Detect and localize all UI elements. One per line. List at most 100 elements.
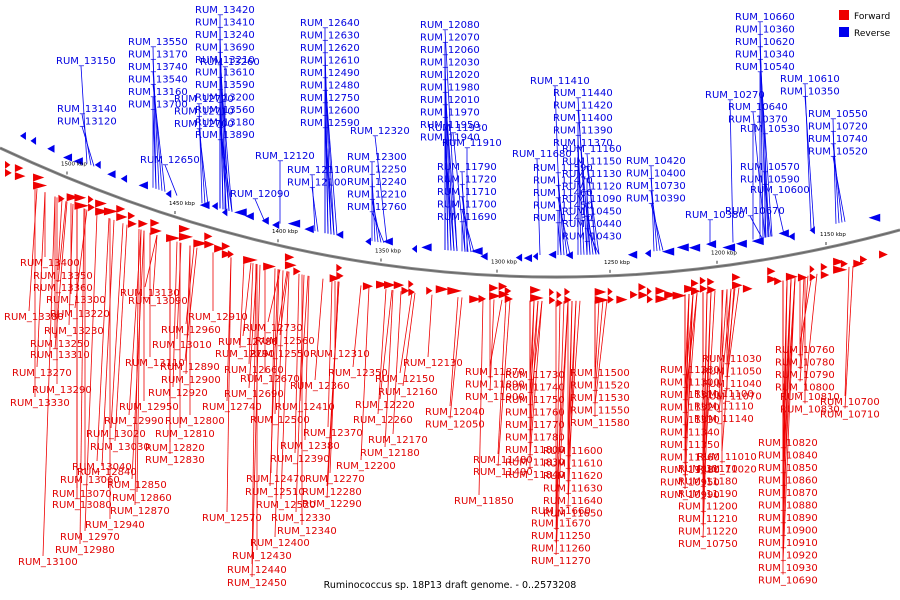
- forward-gene-label: RUM_11520: [570, 381, 630, 392]
- reverse-gene-arrow: [304, 225, 314, 234]
- forward-gene-arrow: [549, 296, 556, 305]
- forward-leader-line: [684, 293, 694, 490]
- reverse-gene-label: RUM_12630: [300, 31, 360, 42]
- reverse-gene-arrow: [411, 244, 417, 253]
- reverse-gene-label: RUM_11700: [437, 200, 497, 211]
- forward-leader-line: [844, 266, 850, 397]
- forward-gene-label: RUM_13020: [86, 429, 146, 440]
- forward-leader-line: [804, 273, 818, 392]
- forward-gene-label: RUM_11780: [505, 433, 565, 444]
- forward-gene-arrow: [809, 273, 816, 282]
- scale-tick-label: 1450 kbp: [169, 201, 195, 207]
- forward-leader-line: [379, 289, 393, 400]
- forward-gene-label: RUM_13110: [125, 358, 185, 369]
- reverse-gene-arrow: [272, 221, 280, 230]
- forward-gene-label: RUM_11330: [660, 415, 720, 426]
- forward-gene-arrow: [478, 294, 487, 303]
- forward-gene-arrow: [638, 291, 648, 300]
- forward-gene-arrow: [336, 263, 343, 272]
- forward-gene-label: RUM_12450: [227, 578, 287, 589]
- forward-gene-label: RUM_11270: [531, 556, 591, 567]
- forward-gene-arrow: [362, 282, 374, 291]
- reverse-gene-label: RUM_12620: [300, 43, 360, 54]
- forward-gene-label: RUM_12920: [148, 388, 208, 399]
- forward-gene-label: RUM_11020: [697, 465, 757, 476]
- reverse-gene-label: RUM_11370: [553, 138, 613, 149]
- forward-gene-arrow: [564, 287, 571, 296]
- forward-gene-arrow: [14, 164, 24, 173]
- reverse-gene-label: RUM_12610: [300, 56, 360, 67]
- reverse-leader-line: [804, 96, 815, 229]
- forward-gene-arrow: [127, 211, 136, 220]
- forward-leader-line: [529, 300, 539, 445]
- forward-gene-arrow: [853, 259, 865, 268]
- forward-gene-arrow: [556, 291, 562, 300]
- reverse-gene-arrow: [383, 237, 393, 246]
- forward-gene-arrow: [742, 284, 753, 293]
- reverse-gene-arrow: [261, 216, 269, 225]
- reverse-gene-arrow: [165, 189, 172, 198]
- forward-leader-line: [384, 290, 394, 448]
- forward-leader-line: [274, 270, 284, 538]
- reverse-gene-label: RUM_11090: [562, 194, 622, 205]
- reverse-gene-label: RUM_12240: [347, 177, 407, 188]
- forward-gene-label: RUM_12350: [328, 368, 388, 379]
- genome-backbone-inner: [0, 147, 900, 278]
- forward-leader-line: [294, 273, 300, 454]
- reverse-gene-label: RUM_10660: [735, 12, 795, 23]
- reverse-leader-line: [219, 127, 233, 212]
- reverse-gene-label: RUM_12760: [347, 202, 407, 213]
- reverse-gene-label: RUM_13170: [128, 50, 188, 61]
- forward-leader-line: [42, 196, 56, 557]
- forward-leader-line: [110, 223, 124, 429]
- forward-leader-line: [144, 234, 158, 288]
- reverse-gene-label: RUM_12060: [420, 45, 480, 56]
- forward-gene-label: RUM_11180: [678, 477, 738, 488]
- reverse-gene-label: RUM_12250: [347, 165, 407, 176]
- reverse-gene-label: RUM_10720: [808, 122, 868, 133]
- forward-gene-label: RUM_11530: [570, 393, 630, 404]
- forward-gene-label: RUM_11550: [570, 406, 630, 417]
- forward-gene-arrow: [408, 288, 415, 297]
- forward-gene-arrow: [707, 285, 717, 294]
- forward-gene-label: RUM_11220: [678, 527, 738, 538]
- forward-gene-arrow: [690, 279, 699, 288]
- forward-gene-arrow: [336, 271, 344, 280]
- forward-leader-line: [248, 263, 254, 365]
- forward-leader-line: [555, 300, 569, 556]
- reverse-leader-line: [554, 85, 562, 256]
- forward-gene-arrow: [707, 277, 715, 286]
- reverse-gene-label: RUM_12070: [420, 33, 480, 44]
- forward-gene-label: RUM_13030: [90, 442, 150, 453]
- forward-gene-arrow: [767, 267, 776, 276]
- forward-gene-label: RUM_12130: [403, 358, 463, 369]
- reverse-gene-arrow: [336, 230, 344, 239]
- forward-gene-label: RUM_12380: [280, 441, 340, 452]
- forward-gene-arrow: [214, 244, 225, 253]
- forward-gene-arrow: [221, 250, 233, 259]
- forward-gene-label: RUM_13070: [52, 489, 112, 500]
- reverse-leader-line: [374, 135, 388, 244]
- forward-gene-arrow: [376, 280, 389, 289]
- legend-forward-swatch: [839, 10, 849, 20]
- forward-leader-line: [718, 289, 728, 401]
- forward-gene-arrow: [178, 224, 191, 233]
- forward-leader-line: [134, 228, 140, 506]
- reverse-gene-label: RUM_13420: [195, 5, 255, 16]
- forward-gene-label: RUM_12290: [302, 499, 362, 510]
- forward-gene-label: RUM_11200: [678, 502, 738, 513]
- forward-gene-label: RUM_11890: [465, 380, 525, 391]
- forward-gene-arrow: [193, 239, 209, 248]
- reverse-gene-label: RUM_10670: [725, 206, 785, 217]
- forward-gene-label: RUM_12670: [240, 374, 300, 385]
- forward-gene-label: RUM_11070: [702, 392, 762, 403]
- forward-leader-line: [497, 300, 511, 467]
- forward-leader-line: [299, 275, 309, 402]
- reverse-leader-line: [444, 142, 455, 251]
- forward-leader-line: [68, 203, 74, 326]
- forward-gene-label: RUM_12570: [202, 513, 262, 524]
- forward-gene-label: RUM_12980: [55, 545, 115, 556]
- forward-leader-line: [497, 300, 507, 455]
- forward-leader-line: [131, 230, 145, 480]
- forward-gene-label: RUM_11630: [543, 484, 603, 495]
